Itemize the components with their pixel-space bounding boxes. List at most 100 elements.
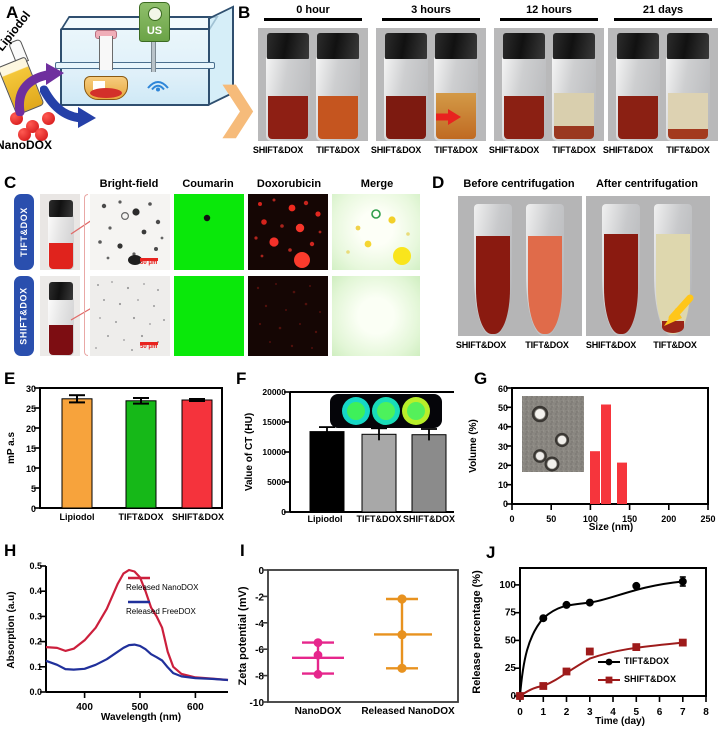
legend-label-shift-dox: SHIFT&DOX <box>624 674 677 684</box>
panel-f-label: F <box>236 369 247 388</box>
vial-photo <box>376 28 486 141</box>
centrifuge-photo-before <box>458 196 582 336</box>
brightfield-image-tift: 50 μm <box>90 194 170 270</box>
svg-text:50: 50 <box>546 514 556 524</box>
svg-text:0: 0 <box>258 566 264 577</box>
panel-a-label: A <box>6 3 19 22</box>
svg-text:5: 5 <box>634 707 640 718</box>
svg-text:2: 2 <box>564 707 570 718</box>
row-tag-label: TIFT&DOX <box>19 207 30 257</box>
merge-image-shift <box>332 276 420 356</box>
svg-text:50: 50 <box>498 403 508 413</box>
panel-j: J 0 25 50 75 100 0 1 2 3 4 5 6 7 8 <box>462 540 720 732</box>
panel-a-schematic: US Lipiodol NanoDOX ❯ <box>0 0 260 176</box>
panel-i-label: I <box>240 541 245 560</box>
svg-text:30: 30 <box>498 442 508 452</box>
vial-photo <box>608 28 718 141</box>
chart-i-zeta-potential: 0 -2 -4 -6 -8 -10 Zeta potential (mV) <box>237 566 459 709</box>
title-underline <box>264 18 362 21</box>
svg-text:4: 4 <box>610 707 616 718</box>
ultrasound-wave-icon <box>147 81 169 92</box>
sample-label: SHIFT&DOX <box>370 145 422 155</box>
panel-h: H 0.0 0.1 0.2 0.3 0.4 0.5 400 500 600 Absorpti… <box>0 540 236 732</box>
svg-text:100: 100 <box>499 580 516 591</box>
svg-text:0: 0 <box>517 707 523 718</box>
sample-label: TIFT&DOX <box>316 145 360 155</box>
axis-title-time: Time (day) <box>595 716 645 727</box>
tube-shift-dox-after <box>602 204 640 336</box>
category-label-tift: TIFT&DOX <box>118 512 164 522</box>
vial-thumb-shift <box>40 276 80 356</box>
nanodox-particle <box>42 112 55 125</box>
sample-label: SHIFT&DOX <box>488 145 540 155</box>
svg-text:Absorption (a.u): Absorption (a.u) <box>6 591 17 668</box>
vial-shift-dox <box>616 33 660 141</box>
legend-label-released-freedox: Released FreeDOX <box>126 607 196 616</box>
flow-chevron-icon: ❯ <box>216 79 260 137</box>
merge-image-tift <box>332 194 420 270</box>
legend-label-tift-dox: TIFT&DOX <box>624 656 669 666</box>
panel-b-group: 12 hours <box>494 4 604 21</box>
svg-text:60: 60 <box>498 384 508 394</box>
vial-photo <box>258 28 368 141</box>
svg-text:Value of CT (HU): Value of CT (HU) <box>244 413 255 491</box>
title-underline <box>614 18 712 21</box>
svg-text:0.4: 0.4 <box>29 586 42 596</box>
vial-shift-dox <box>502 33 546 141</box>
sample-label: TIFT&DOX <box>666 145 710 155</box>
yellow-arrow-annotation <box>664 294 694 326</box>
chart-g-size-distribution: 0 10 20 30 40 50 60 0 50 100 150 200 250 Volume (… <box>468 384 716 524</box>
svg-text:mP a.s: mP a.s <box>6 432 17 464</box>
column-header-coumarin: Coumarin <box>182 178 234 190</box>
svg-text:100: 100 <box>583 514 598 524</box>
device-label: US <box>146 25 163 37</box>
svg-text:0: 0 <box>510 691 516 702</box>
panel-f: F 0 5000 10000 15000 20000 Value of CT (HU) <box>232 368 460 540</box>
vial-shift-dox <box>266 33 310 141</box>
svg-text:0.5: 0.5 <box>29 561 42 571</box>
svg-text:10: 10 <box>26 464 36 474</box>
panel-c-label: C <box>4 173 17 192</box>
vial-tift-dox <box>552 33 596 141</box>
ultrasound-device: US <box>139 2 170 42</box>
doxorubicin-image-tift <box>248 194 328 270</box>
svg-text:25: 25 <box>505 663 517 674</box>
panel-b-group: 3 hours <box>376 4 486 21</box>
svg-text:20: 20 <box>498 461 508 471</box>
svg-text:1: 1 <box>541 707 547 718</box>
svg-text:Volume (%): Volume (%) <box>468 419 479 473</box>
svg-text:10: 10 <box>498 480 508 490</box>
svg-text:200: 200 <box>661 514 676 524</box>
svg-text:0.1: 0.1 <box>29 662 42 672</box>
sample-label: TIFT&DOX <box>434 145 478 155</box>
svg-text:0.0: 0.0 <box>29 687 42 697</box>
flask-neck <box>99 36 113 70</box>
title-underline <box>382 18 480 21</box>
svg-text:-8: -8 <box>255 672 264 683</box>
vial-tift-dox <box>316 33 360 141</box>
vial-photo <box>494 28 604 141</box>
panel-h-label: H <box>4 541 17 560</box>
svg-text:400: 400 <box>76 702 93 713</box>
sample-label: TIFT&DOX <box>653 340 697 350</box>
panel-c: C Bright-field Coumarin Doxorubicin Merg… <box>0 172 430 368</box>
nanodox-particle <box>18 128 31 141</box>
panel-b-label: B <box>238 3 251 22</box>
panel-d-label: D <box>432 173 445 192</box>
row-tag-label: SHIFT&DOX <box>19 287 29 345</box>
svg-text:5: 5 <box>31 484 36 494</box>
axis-title-size: Size (nm) <box>588 522 634 533</box>
panel-j-label: J <box>486 543 496 562</box>
blue-arrow-icon <box>40 85 96 128</box>
scale-bar-label: 50 μm <box>140 260 158 266</box>
timepoint-title: 12 hours <box>526 4 572 16</box>
svg-text:Release percentage (%): Release percentage (%) <box>471 570 483 694</box>
scale-bar-label: 50 μm <box>140 344 158 350</box>
doxorubicin-image-shift <box>248 276 328 356</box>
svg-text:-6: -6 <box>255 645 264 656</box>
sample-label: SHIFT&DOX <box>455 340 507 350</box>
svg-text:0.3: 0.3 <box>29 611 42 621</box>
bracket <box>84 194 88 356</box>
vial-tift-dox <box>666 33 710 141</box>
column-header-doxorubicin: Doxorubicin <box>256 178 322 190</box>
